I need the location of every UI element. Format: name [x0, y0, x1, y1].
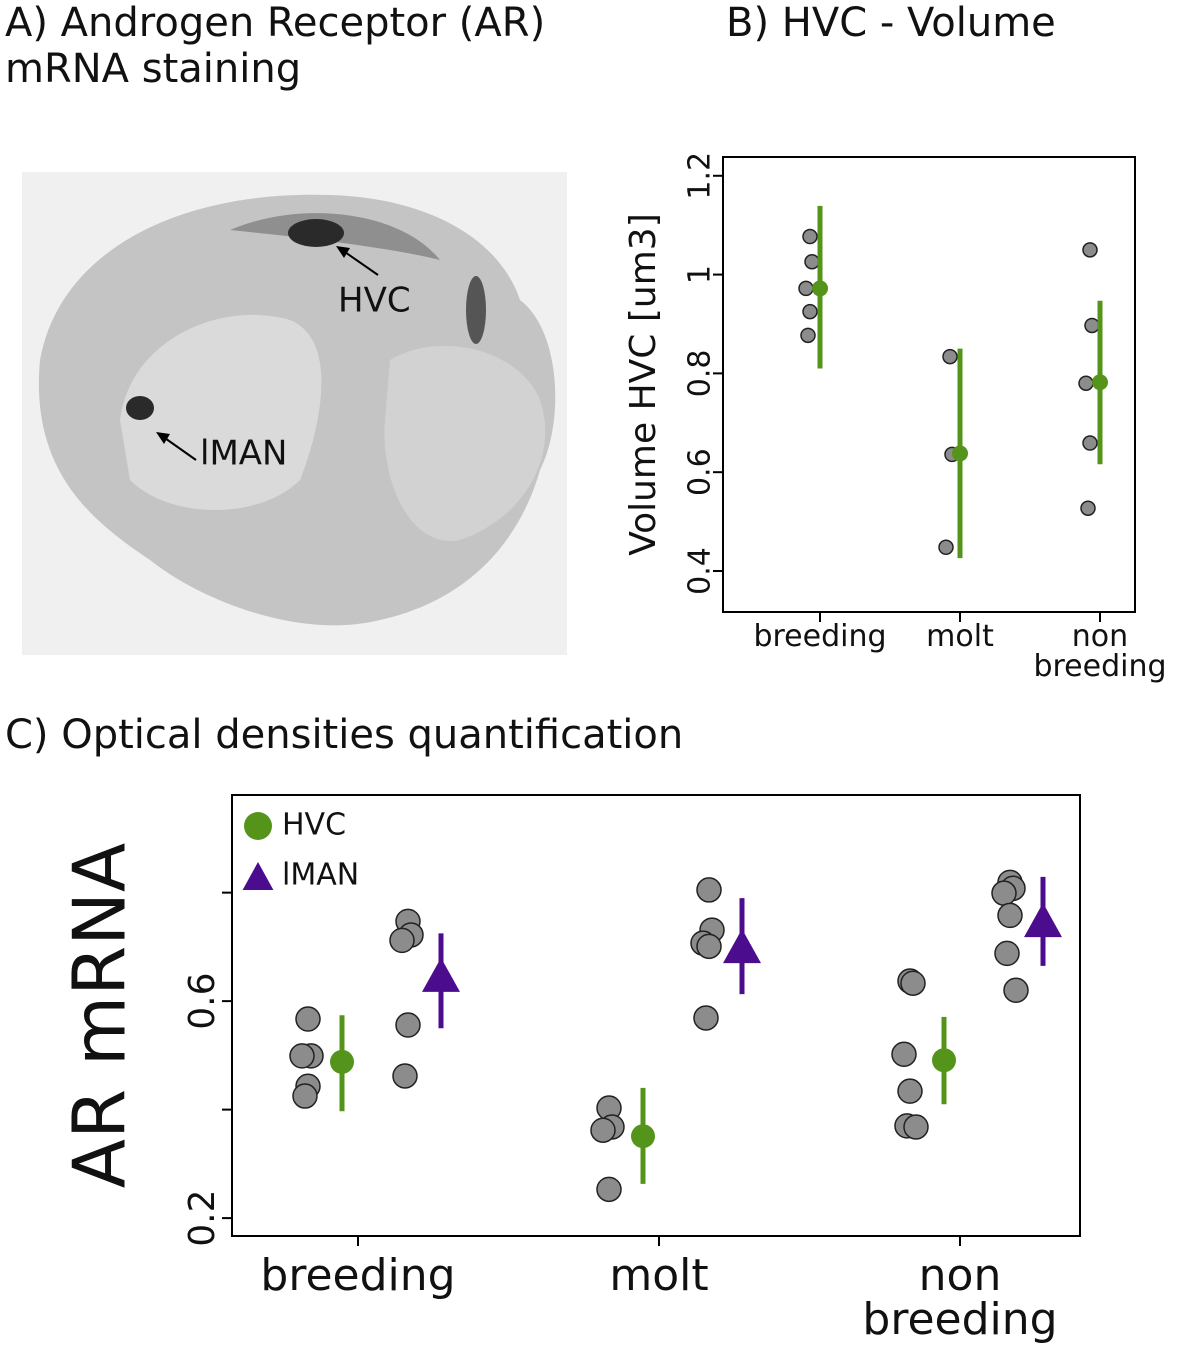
legend-marker [242, 862, 274, 890]
data-point [942, 348, 958, 365]
plot-frame [722, 156, 1136, 613]
data-point [1003, 977, 1029, 1004]
y-tick-label: 1 [683, 265, 718, 284]
x-tick-label: breeding [260, 1250, 456, 1301]
mean-marker [723, 928, 761, 964]
y-tick-label: 0.6 [182, 972, 223, 1029]
chart-title: C) Optical densities quantification [5, 712, 684, 758]
data-point [994, 940, 1020, 967]
region-label: HVC [338, 281, 411, 321]
y-tick-label: 0.8 [683, 350, 718, 398]
data-point [802, 303, 818, 320]
data-point [696, 933, 722, 960]
data-point [596, 1176, 622, 1203]
data-point [802, 228, 818, 245]
data-point [392, 1063, 418, 1089]
x-tick-label: molt [926, 619, 994, 654]
data-point [696, 877, 722, 903]
brain-slice-image: HVC lMAN [22, 172, 567, 655]
y-tick-label: 0.6 [683, 448, 718, 496]
y-axis-label: Volume HVC [um3] [623, 213, 664, 556]
data-point [1080, 500, 1096, 517]
y-tick-label: 1.2 [683, 152, 718, 200]
data-point [938, 539, 954, 556]
legend-label: HVC [282, 808, 346, 843]
data-point [295, 1006, 321, 1032]
chart-title: B) HVC - Volume [726, 0, 1056, 46]
data-point [693, 1005, 719, 1031]
x-tick-label: non breeding [862, 1250, 1058, 1345]
legend-marker [244, 812, 272, 840]
x-tick-label: non breeding [1033, 619, 1167, 684]
data-point [1078, 375, 1094, 392]
x-tick-label: breeding [753, 619, 887, 654]
panel-title: A) Androgen Receptor (AR) mRNA staining [5, 0, 546, 92]
data-point [903, 1114, 929, 1140]
mean-marker [1092, 374, 1108, 391]
x-tick-label: molt [609, 1250, 709, 1301]
data-point [395, 1012, 421, 1038]
data-point [991, 880, 1017, 906]
mean-marker [422, 957, 460, 992]
data-point [900, 970, 926, 996]
data-point [389, 927, 415, 954]
mean-marker [932, 1048, 956, 1073]
region-label: lMAN [200, 434, 287, 474]
data-point [798, 280, 814, 297]
data-point [292, 1083, 318, 1109]
data-point [1082, 435, 1098, 451]
data-point [897, 1078, 923, 1104]
data-point [804, 253, 820, 270]
mean-marker [631, 1124, 655, 1149]
plot: AR mRNA 0.2 0.6 HVC lMAN [58, 794, 1081, 1247]
plot-frame [231, 794, 1081, 1237]
mean-marker [812, 280, 828, 297]
y-tick-label: 0.4 [683, 547, 718, 595]
data-point [800, 327, 816, 344]
data-point [1082, 242, 1098, 258]
data-point [289, 1043, 315, 1069]
y-tick-label: 0.2 [182, 1189, 223, 1246]
data-point [891, 1041, 917, 1068]
mean-marker [1024, 902, 1062, 938]
data-point [1084, 317, 1100, 334]
y-axis-label: AR mRNA [58, 843, 142, 1188]
plot: Volume HVC [um3] 0.4 0.6 0.8 1 1.2 [623, 152, 1136, 622]
mean-marker [952, 445, 968, 462]
data-point [590, 1117, 616, 1143]
mean-marker [330, 1049, 354, 1074]
data-point [997, 902, 1023, 929]
legend-label: lMAN [282, 858, 359, 893]
